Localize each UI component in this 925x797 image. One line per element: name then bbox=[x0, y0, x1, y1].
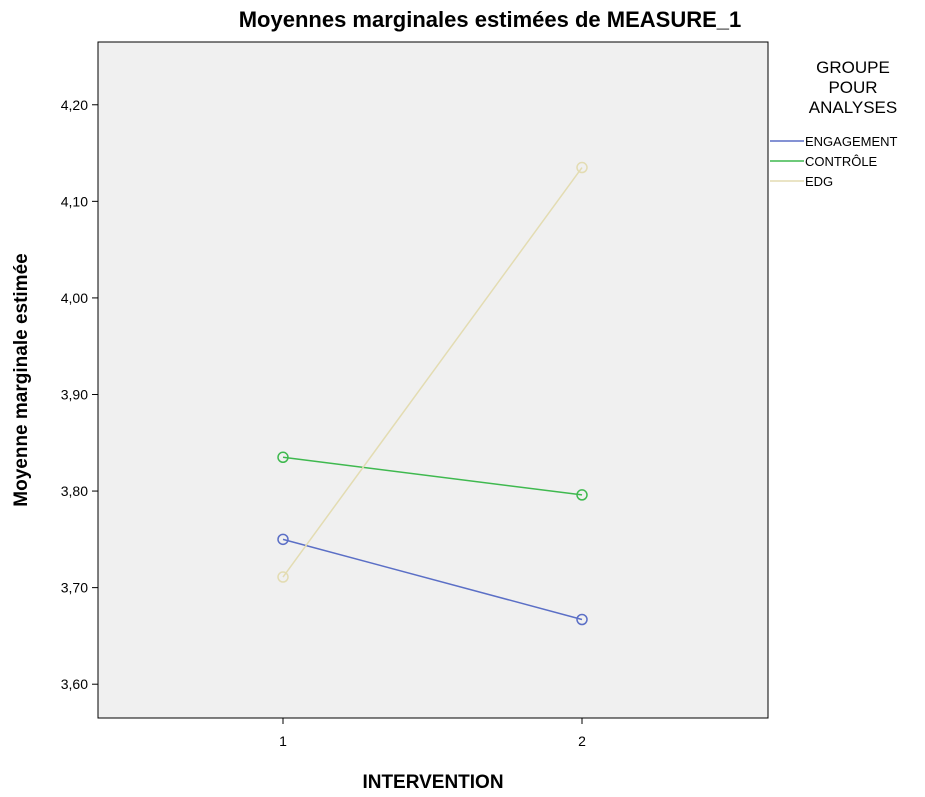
legend-item: CONTRÔLE bbox=[770, 154, 878, 169]
series-edg bbox=[277, 161, 588, 583]
chart-title: Moyennes marginales estimées de MEASURE_… bbox=[239, 7, 742, 32]
x-tick-label: 2 bbox=[578, 733, 586, 749]
x-tick-label: 1 bbox=[279, 733, 287, 749]
y-tick-label: 4,10 bbox=[61, 193, 88, 209]
legend-title-line-3: ANALYSES bbox=[809, 98, 898, 117]
legend-item: ENGAGEMENT bbox=[770, 134, 898, 149]
legend-item: EDG bbox=[770, 174, 833, 189]
legend-title-line-2: POUR bbox=[828, 78, 877, 97]
series-engagement bbox=[277, 533, 588, 626]
legend-title-line-1: GROUPE bbox=[816, 58, 890, 77]
legend: GROUPE POUR ANALYSES ENGAGEMENT CONTRÔLE E… bbox=[770, 58, 898, 189]
series-contrôle bbox=[277, 451, 588, 501]
data-point-marker bbox=[576, 613, 588, 626]
y-tick-label: 4,00 bbox=[61, 290, 88, 306]
y-axis-label: Moyenne marginale estimée bbox=[11, 253, 32, 506]
series-line bbox=[282, 456, 583, 496]
plot-area bbox=[97, 41, 769, 719]
data-point-marker bbox=[576, 161, 588, 174]
y-tick-label: 4,20 bbox=[61, 97, 88, 113]
data-point-marker bbox=[277, 533, 289, 546]
series-layer bbox=[277, 161, 588, 626]
data-point-marker bbox=[277, 451, 289, 464]
legend-label: ENGAGEMENT bbox=[805, 134, 898, 149]
y-tick-label: 3,80 bbox=[61, 483, 88, 499]
legend-label: CONTRÔLE bbox=[805, 154, 878, 169]
y-axis: 3,60 3,70 3,80 3,90 4,00 4,10 4,20 bbox=[61, 97, 98, 692]
x-axis-label: INTERVENTION bbox=[362, 772, 503, 793]
data-point-marker bbox=[277, 571, 289, 583]
legend-label: EDG bbox=[805, 174, 833, 189]
y-tick-label: 3,90 bbox=[61, 386, 88, 402]
series-line bbox=[282, 538, 583, 621]
series-line bbox=[282, 167, 583, 578]
y-tick-label: 3,60 bbox=[61, 676, 88, 692]
y-tick-label: 3,70 bbox=[61, 580, 88, 596]
data-point-marker bbox=[576, 489, 588, 501]
